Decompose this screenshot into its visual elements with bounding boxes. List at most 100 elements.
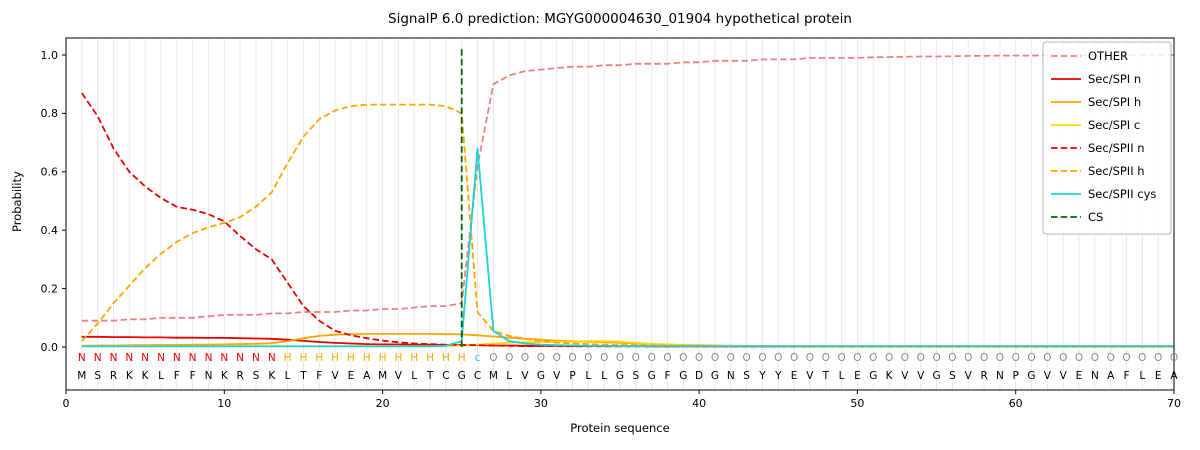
region-label: O xyxy=(568,352,576,364)
region-label: O xyxy=(1154,352,1162,364)
region-label: H xyxy=(315,352,323,364)
sequence-residue: G xyxy=(648,370,656,382)
sequence-residue: F xyxy=(664,370,670,382)
x-tick-label: 30 xyxy=(534,397,548,410)
region-label: H xyxy=(442,352,450,364)
region-label: O xyxy=(663,352,671,364)
region-label: O xyxy=(822,352,830,364)
region-label: O xyxy=(996,352,1004,364)
sequence-residue: L xyxy=(601,370,607,382)
sequence-residue: G xyxy=(869,370,877,382)
sequence-residue: P xyxy=(569,370,575,382)
region-label: N xyxy=(173,352,181,364)
sequence-residue: K xyxy=(142,370,150,382)
region-label: O xyxy=(648,352,656,364)
y-tick-label: 0.0 xyxy=(41,341,59,354)
region-label: O xyxy=(489,352,497,364)
series-line-other xyxy=(81,54,1174,322)
region-label: H xyxy=(331,352,339,364)
region-label: O xyxy=(727,352,735,364)
sequence-residue: E xyxy=(854,370,861,382)
region-label: O xyxy=(695,352,703,364)
region-label: N xyxy=(220,352,228,364)
region-label: H xyxy=(394,352,402,364)
x-tick-label: 20 xyxy=(376,397,390,410)
sequence-residue: K xyxy=(268,370,276,382)
region-label: H xyxy=(458,352,466,364)
sequence-residue: N xyxy=(996,370,1004,382)
sequence-residue: M xyxy=(489,370,498,382)
sequence-residue: M xyxy=(77,370,86,382)
region-label: N xyxy=(268,352,276,364)
sequence-residue: F xyxy=(174,370,180,382)
legend-label-sec-spii-n: Sec/SPII n xyxy=(1088,141,1145,155)
sequence-residue: K xyxy=(886,370,894,382)
region-label: O xyxy=(679,352,687,364)
sequence-residue: K xyxy=(126,370,134,382)
sequence-residue: N xyxy=(205,370,213,382)
sequence-residue: K xyxy=(221,370,229,382)
sequence-residue: L xyxy=(285,370,291,382)
sequence-residue: T xyxy=(822,370,830,382)
sequence-residue: F xyxy=(190,370,196,382)
region-label: O xyxy=(837,352,845,364)
region-label: O xyxy=(1059,352,1067,364)
sequence-residue: D xyxy=(695,370,703,382)
sequence-residue: S xyxy=(253,370,260,382)
x-axis-label: Protein sequence xyxy=(570,421,670,435)
region-label: O xyxy=(1138,352,1146,364)
sequence-residue: V xyxy=(901,370,909,382)
series-line-sec-spii-n xyxy=(81,92,1174,348)
sequence-residue: G xyxy=(933,370,941,382)
legend-label-sec-spi-c: Sec/SPI c xyxy=(1088,118,1140,132)
sequence-residue: N xyxy=(1091,370,1099,382)
region-label: O xyxy=(632,352,640,364)
y-tick-label: 0.2 xyxy=(41,282,59,295)
region-label: O xyxy=(964,352,972,364)
region-label: H xyxy=(299,352,307,364)
series-line-sec-spii-cys xyxy=(81,147,1174,348)
series-line-sec-spi-h xyxy=(81,332,1174,348)
region-label: N xyxy=(252,352,260,364)
sequence-residue: R xyxy=(236,370,243,382)
sequence-residue: V xyxy=(917,370,925,382)
sequence-residue: S xyxy=(94,370,101,382)
sequence-residue: L xyxy=(158,370,164,382)
sequence-residue: N xyxy=(727,370,735,382)
series-line-sec-spii-h xyxy=(81,103,1174,348)
region-label: O xyxy=(917,352,925,364)
region-label: H xyxy=(363,352,371,364)
sequence-residue: S xyxy=(949,370,956,382)
sequence-residue: Y xyxy=(758,370,766,382)
region-label: O xyxy=(774,352,782,364)
x-tick-label: 60 xyxy=(1009,397,1023,410)
region-label: H xyxy=(379,352,387,364)
region-label: H xyxy=(426,352,434,364)
sequence-residue: A xyxy=(1170,370,1178,382)
sequence-residue: V xyxy=(395,370,403,382)
region-label: O xyxy=(1091,352,1099,364)
region-label: N xyxy=(125,352,133,364)
region-label: H xyxy=(284,352,292,364)
region-label: O xyxy=(553,352,561,364)
region-label: O xyxy=(790,352,798,364)
sequence-residue: P xyxy=(1013,370,1019,382)
region-label: O xyxy=(980,352,988,364)
x-tick-label: 40 xyxy=(692,397,706,410)
sequence-residue: C xyxy=(474,370,481,382)
sequence-residue: A xyxy=(1107,370,1115,382)
region-label: N xyxy=(157,352,165,364)
region-label: O xyxy=(505,352,513,364)
sequence-residue: Y xyxy=(774,370,782,382)
sequence-residue: V xyxy=(332,370,340,382)
y-tick-label: 0.8 xyxy=(41,107,59,120)
y-tick-label: 0.6 xyxy=(41,166,59,179)
region-label: O xyxy=(537,352,545,364)
region-label: N xyxy=(78,352,86,364)
region-label: N xyxy=(205,352,213,364)
legend-label-sec-spii-cys: Sec/SPII cys xyxy=(1088,187,1156,201)
legend-label-cs: CS xyxy=(1088,210,1103,224)
region-label: O xyxy=(901,352,909,364)
sequence-residue: V xyxy=(965,370,973,382)
